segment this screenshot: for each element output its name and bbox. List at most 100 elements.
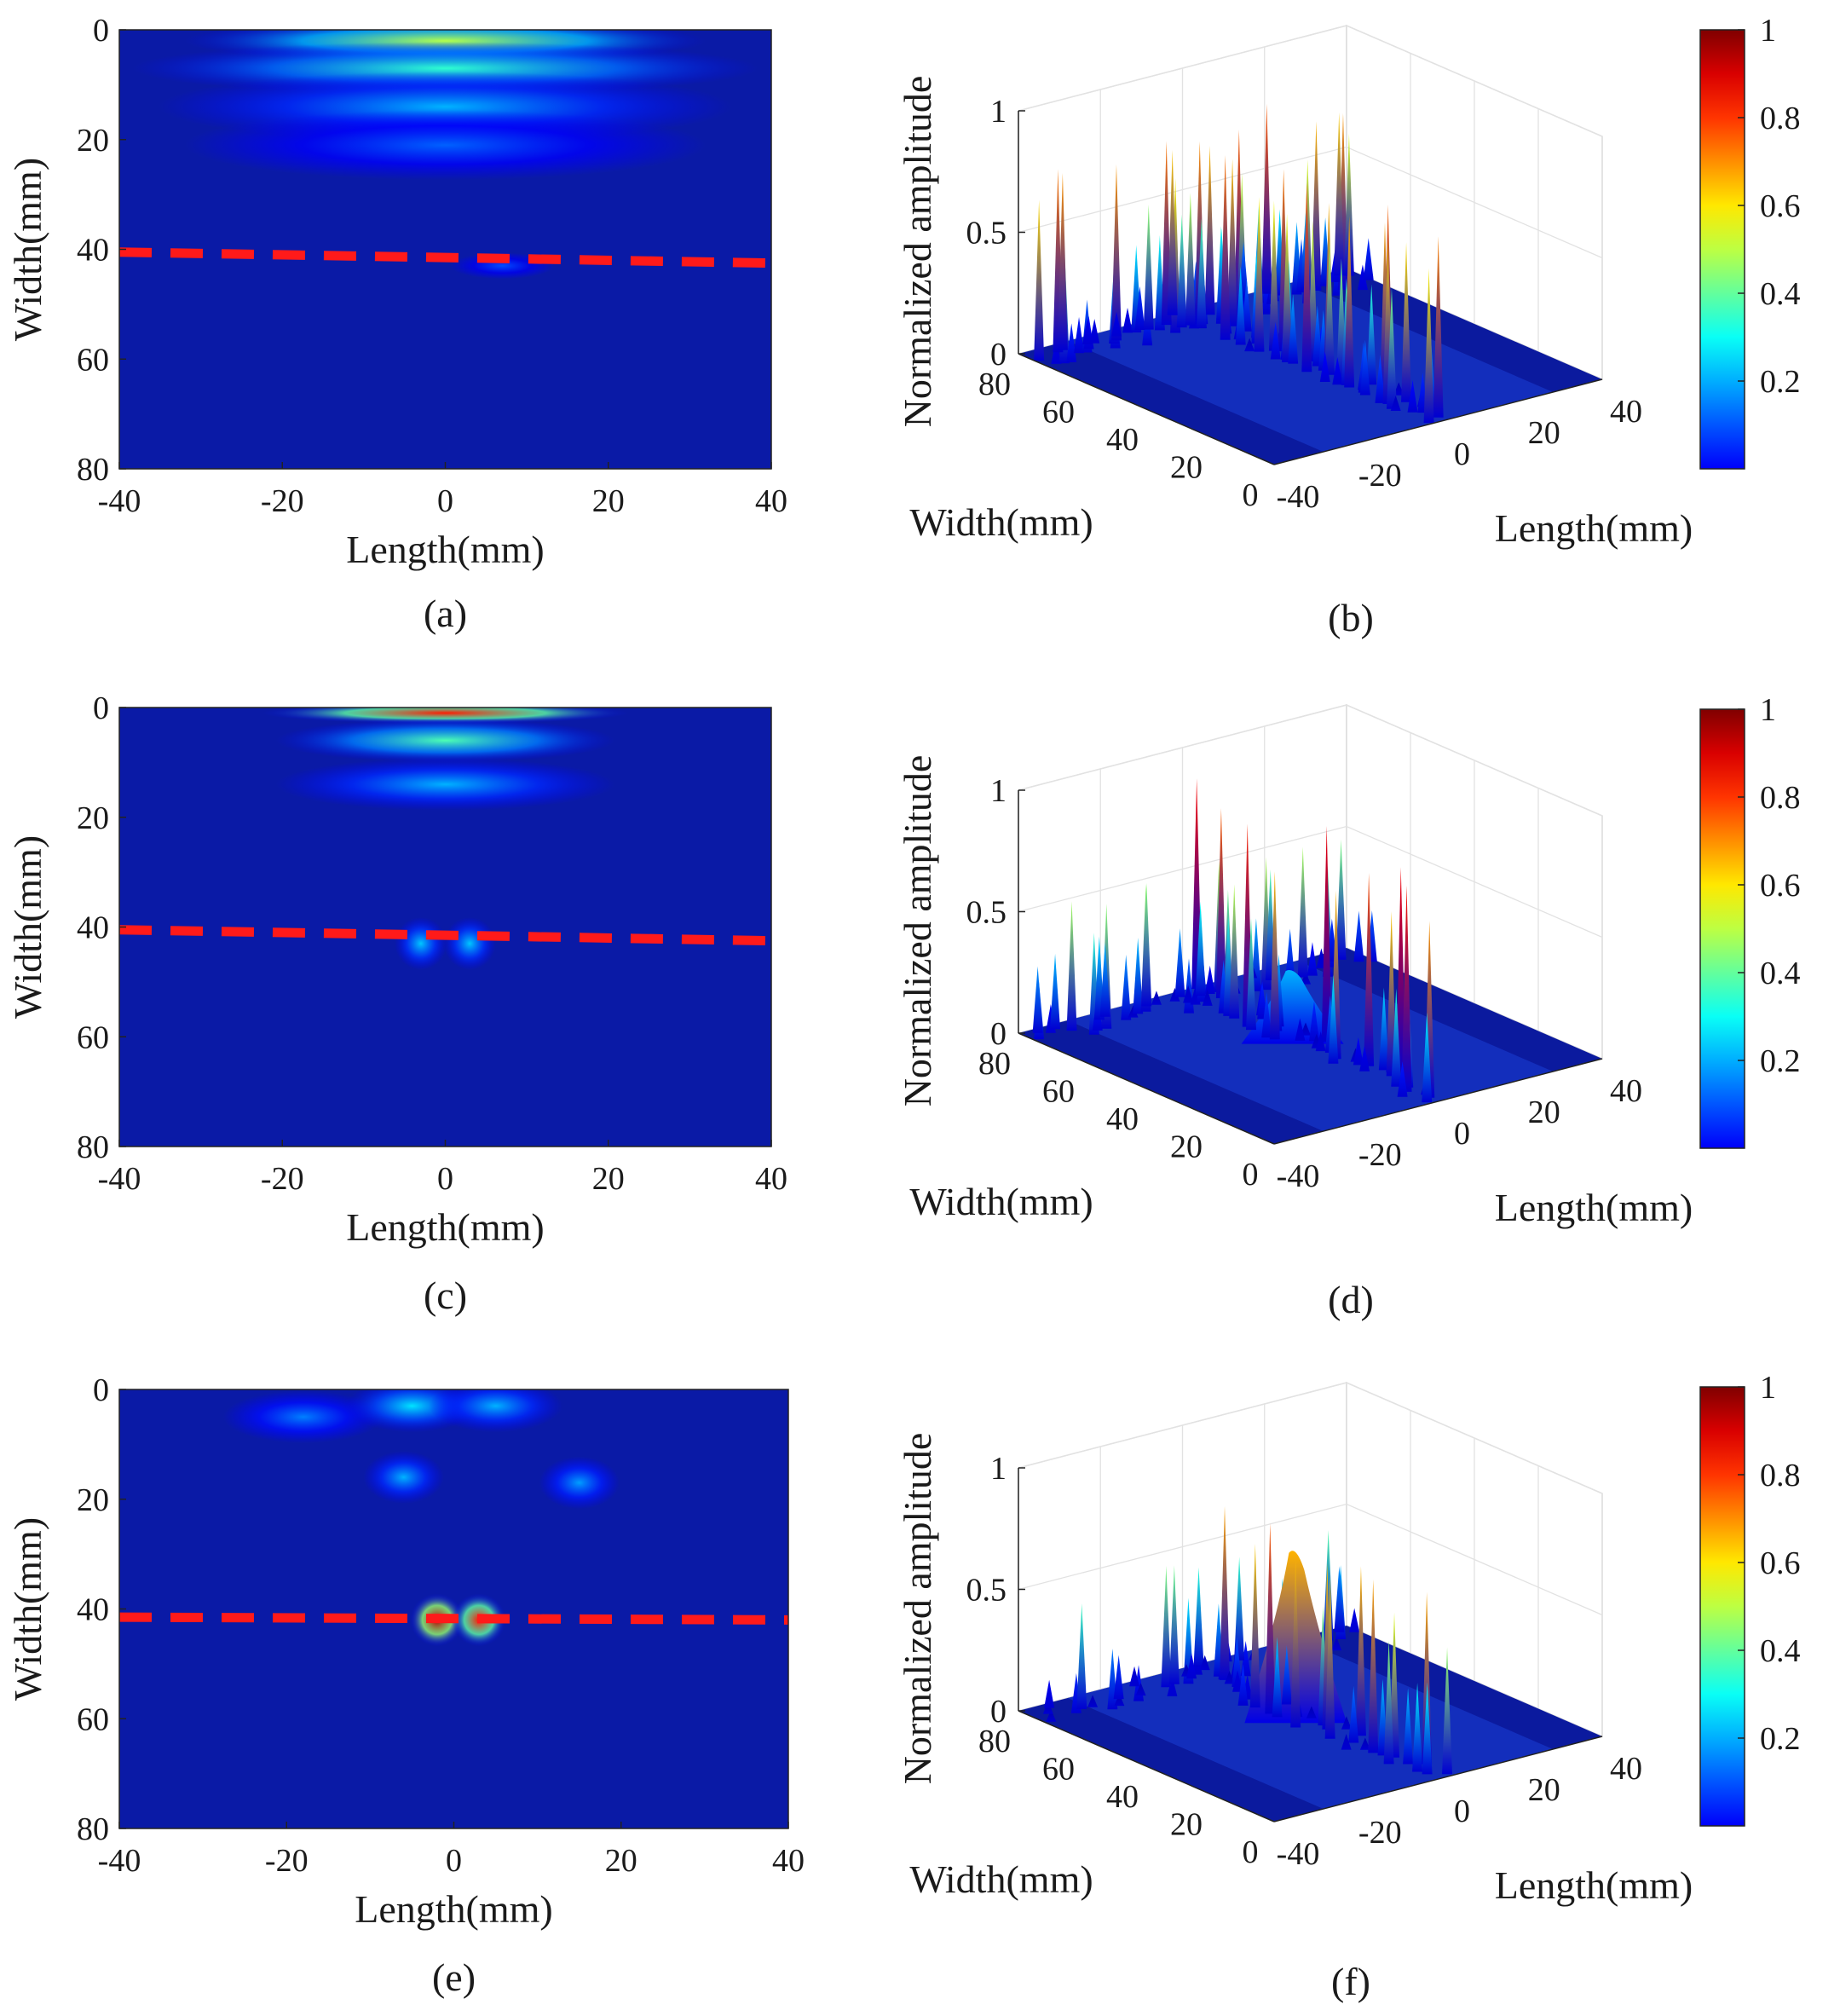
colorbar-tick-label: 0.6 xyxy=(1760,868,1801,904)
x-tick-label: 0 xyxy=(446,1843,462,1879)
width-tick-label: 80 xyxy=(978,367,1011,402)
width-tick-label: 40 xyxy=(1106,1779,1139,1815)
amplitude-spike xyxy=(1076,1603,1087,1709)
intensity-peak xyxy=(539,1456,620,1510)
width-tick-label: 20 xyxy=(1170,1129,1203,1165)
amplitude-spike xyxy=(1168,1565,1180,1684)
heatmap-panel-e: -40 -20 0 20 40 0 20 40 60 80 Length(mm) Width(mm) (… xyxy=(6,1372,805,1999)
amplitude-spike xyxy=(1301,972,1312,985)
intensity-peak xyxy=(222,1390,384,1444)
x-tick-label: 0 xyxy=(437,483,453,519)
amplitude-spike xyxy=(1227,159,1238,326)
amplitude-spike xyxy=(1407,380,1418,413)
amplitude-spike xyxy=(1368,1579,1379,1753)
z-axis-label: Normalized amplitude xyxy=(896,1433,939,1785)
amplitude-spike xyxy=(1272,1637,1283,1718)
amplitude-spike xyxy=(1193,1567,1204,1667)
width-tick-label: 0 xyxy=(1243,1157,1259,1193)
colorbar-tick-label: 0.6 xyxy=(1760,188,1801,224)
amplitude-spike xyxy=(1306,1706,1317,1719)
colorbar-tick-label: 0.2 xyxy=(1760,1043,1801,1079)
y-tick-label: 40 xyxy=(77,1592,109,1628)
length-axis-label: Length(mm) xyxy=(1495,1186,1693,1229)
amplitude-spike xyxy=(1306,942,1318,976)
amplitude-spike xyxy=(1114,1693,1125,1707)
amplitude-spike xyxy=(1359,339,1370,396)
amplitude-spike xyxy=(1423,268,1434,424)
length-tick-label: -20 xyxy=(1358,1137,1402,1173)
amplitude-spike xyxy=(1321,826,1332,1043)
y-tick-label: 40 xyxy=(77,233,109,269)
amplitude-spike xyxy=(1412,1683,1423,1772)
grid-line xyxy=(1018,146,1603,259)
intensity-peak xyxy=(395,916,447,970)
amplitude-spike xyxy=(1232,1670,1243,1692)
amplitude-spike xyxy=(1111,311,1122,337)
x-tick-label: -20 xyxy=(261,1161,304,1197)
amplitude-spike xyxy=(1391,988,1402,1087)
amplitude-spike xyxy=(1357,264,1368,291)
amplitude-spike xyxy=(1204,146,1215,315)
amplitude-spike xyxy=(1375,355,1386,403)
width-tick-label: 40 xyxy=(1106,1101,1139,1137)
amplitude-spike xyxy=(1202,989,1213,1006)
amplitude-spike xyxy=(1034,199,1045,361)
width-tick-label: 0 xyxy=(1243,477,1259,513)
amplitude-spike xyxy=(1121,954,1132,1020)
amplitude-spike xyxy=(1295,1018,1306,1041)
right-slice xyxy=(1167,141,1444,424)
dashed-reference-line xyxy=(118,1612,789,1625)
amplitude-spike xyxy=(1044,1679,1055,1708)
amplitude-spike xyxy=(1319,351,1330,383)
colorbar-gradient xyxy=(1699,1386,1745,1827)
colorbar-tick-label: 0.8 xyxy=(1760,780,1801,816)
length-tick-label: 20 xyxy=(1528,1772,1560,1808)
colorbar-tick-label: 0.8 xyxy=(1760,1458,1801,1493)
y-axis-label: Width(mm) xyxy=(6,1517,49,1701)
amplitude-spike xyxy=(1050,953,1061,1030)
z-tick-label: 1 xyxy=(990,773,1007,809)
amplitude-spike xyxy=(1185,193,1196,326)
intensity-peak xyxy=(363,1451,444,1504)
length-tick-label: 0 xyxy=(1454,436,1470,472)
amplitude-spike xyxy=(1344,216,1355,388)
y-axis-label: Width(mm) xyxy=(6,835,49,1019)
z-tick-label: 0 xyxy=(990,1016,1007,1052)
colorbar: 0.2 0.4 0.6 0.8 1 xyxy=(1699,13,1801,470)
amplitude-spike xyxy=(1324,1576,1335,1739)
colorbar-tick-label: 0.8 xyxy=(1760,101,1801,136)
amplitude-spike xyxy=(1074,316,1085,354)
amplitude-spike xyxy=(1082,318,1093,345)
amplitude-spike xyxy=(1167,149,1178,315)
amplitude-spike xyxy=(1220,1505,1231,1680)
amplitude-spike xyxy=(1308,1001,1319,1042)
colorbar: 0.2 0.4 0.6 0.8 1 xyxy=(1699,1370,1801,1827)
amplitude-spike xyxy=(1397,1061,1408,1097)
amplitude-spike xyxy=(1141,882,1152,1007)
length-axis-label: Length(mm) xyxy=(1495,506,1693,550)
colorbar-gradient xyxy=(1699,29,1745,470)
amplitude-spike xyxy=(1442,1647,1453,1775)
amplitude-spike xyxy=(1244,338,1255,352)
amplitude-spike xyxy=(1196,218,1207,329)
y-tick-label: 60 xyxy=(77,1701,109,1737)
width-tick-label: 80 xyxy=(978,1046,1011,1082)
amplitude-spike xyxy=(1355,1566,1366,1736)
amplitude-spike xyxy=(1032,966,1043,1033)
x-tick-label: 20 xyxy=(592,483,625,519)
amplitude-spike xyxy=(1174,928,1185,997)
x-tick-label: -20 xyxy=(261,483,304,519)
left-slice xyxy=(1032,839,1377,1040)
x-tick-label: 40 xyxy=(772,1843,805,1879)
amplitude-spike xyxy=(1401,242,1412,402)
width-tick-label: 20 xyxy=(1170,1807,1203,1843)
amplitude-spike xyxy=(1353,1037,1364,1066)
length-axis-line xyxy=(1273,378,1603,465)
panel-caption: (d) xyxy=(1328,1278,1374,1321)
amplitude-spike xyxy=(1290,1560,1301,1728)
amplitude-spike xyxy=(1167,1676,1178,1696)
amplitude-spike xyxy=(1183,985,1194,1003)
amplitude-spike xyxy=(1110,164,1122,341)
length-tick-label: 0 xyxy=(1454,1794,1470,1829)
length-tick-label: 0 xyxy=(1454,1116,1470,1152)
